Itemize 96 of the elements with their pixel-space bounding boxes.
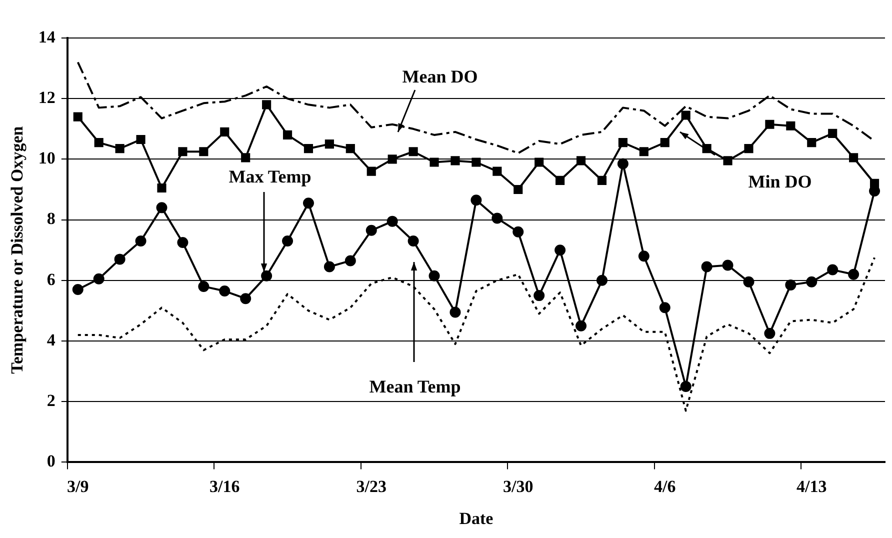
point — [659, 302, 670, 314]
point — [576, 320, 587, 332]
point — [597, 176, 607, 185]
point — [492, 166, 502, 176]
point — [241, 153, 250, 162]
y-tick-label: 0 — [46, 452, 56, 471]
point — [115, 144, 124, 154]
y-tick-label: 6 — [46, 270, 56, 289]
point — [177, 237, 188, 248]
point — [262, 100, 272, 110]
y-tick-label: 8 — [46, 209, 56, 228]
point — [428, 270, 440, 282]
point — [554, 244, 566, 256]
point — [199, 147, 208, 156]
point — [388, 154, 397, 164]
point — [618, 138, 628, 148]
point — [261, 270, 272, 282]
point — [639, 147, 648, 156]
point — [785, 279, 796, 290]
point — [870, 178, 880, 188]
point — [514, 184, 523, 194]
point — [849, 153, 858, 162]
point — [324, 261, 335, 272]
x-tick-label: 4/6 — [654, 476, 676, 496]
point — [73, 112, 82, 122]
point — [450, 156, 460, 166]
point — [617, 158, 628, 170]
point — [136, 134, 146, 144]
x-tick-label: 3/30 — [503, 476, 534, 496]
point — [470, 194, 482, 206]
point — [408, 236, 419, 247]
point — [430, 158, 439, 167]
point — [764, 328, 776, 339]
point — [660, 138, 670, 148]
point — [198, 280, 210, 292]
point — [827, 264, 838, 276]
point — [743, 276, 754, 288]
series-label: Min DO — [748, 172, 812, 192]
point — [282, 236, 294, 247]
point — [178, 147, 188, 156]
y-axis-title: Temperature or Dissolved Oxygen — [8, 126, 27, 374]
point — [701, 261, 712, 272]
point — [556, 176, 565, 185]
point — [848, 268, 860, 280]
series-label: Mean Temp — [369, 376, 461, 397]
point — [324, 140, 334, 149]
point — [93, 273, 104, 284]
point — [744, 144, 754, 154]
y-tick-label: 4 — [46, 330, 56, 350]
point — [304, 144, 314, 154]
point — [576, 156, 586, 166]
point — [596, 274, 608, 286]
y-tick-label: 2 — [46, 390, 56, 410]
text: Mean DO — [402, 66, 478, 87]
series-label: Max Temp — [228, 166, 312, 187]
x-tick-label: 3/9 — [67, 476, 89, 496]
point — [135, 236, 146, 247]
x-tick-label: 3/16 — [210, 476, 240, 496]
point — [94, 138, 104, 148]
point — [807, 138, 816, 148]
point — [366, 166, 376, 176]
point — [450, 306, 461, 318]
point — [219, 286, 230, 297]
point — [72, 284, 84, 295]
x-axis-title: Date — [459, 509, 494, 528]
point — [492, 212, 503, 224]
point — [723, 156, 732, 166]
x-tick-label: 4/13 — [796, 476, 827, 496]
y-tick-label: 14 — [38, 27, 56, 46]
point — [114, 254, 126, 265]
point — [282, 130, 292, 140]
point — [534, 158, 544, 167]
point — [156, 202, 168, 214]
point — [386, 216, 398, 227]
point — [512, 226, 524, 238]
point — [681, 110, 690, 120]
point — [786, 121, 796, 130]
point — [806, 276, 818, 288]
point — [240, 293, 252, 304]
point — [680, 380, 692, 392]
point — [472, 158, 481, 167]
point — [408, 147, 418, 156]
point — [366, 224, 377, 236]
point — [534, 290, 545, 302]
point — [828, 128, 838, 138]
point — [344, 255, 356, 266]
point — [638, 250, 650, 262]
y-tick-label: 10 — [38, 148, 56, 168]
point — [722, 260, 734, 271]
y-tick-label: 12 — [38, 88, 56, 107]
point — [765, 120, 774, 129]
point — [220, 127, 230, 136]
point — [302, 198, 314, 209]
point — [346, 144, 355, 154]
point — [157, 183, 166, 193]
x-tick-label: 3/23 — [356, 476, 386, 496]
